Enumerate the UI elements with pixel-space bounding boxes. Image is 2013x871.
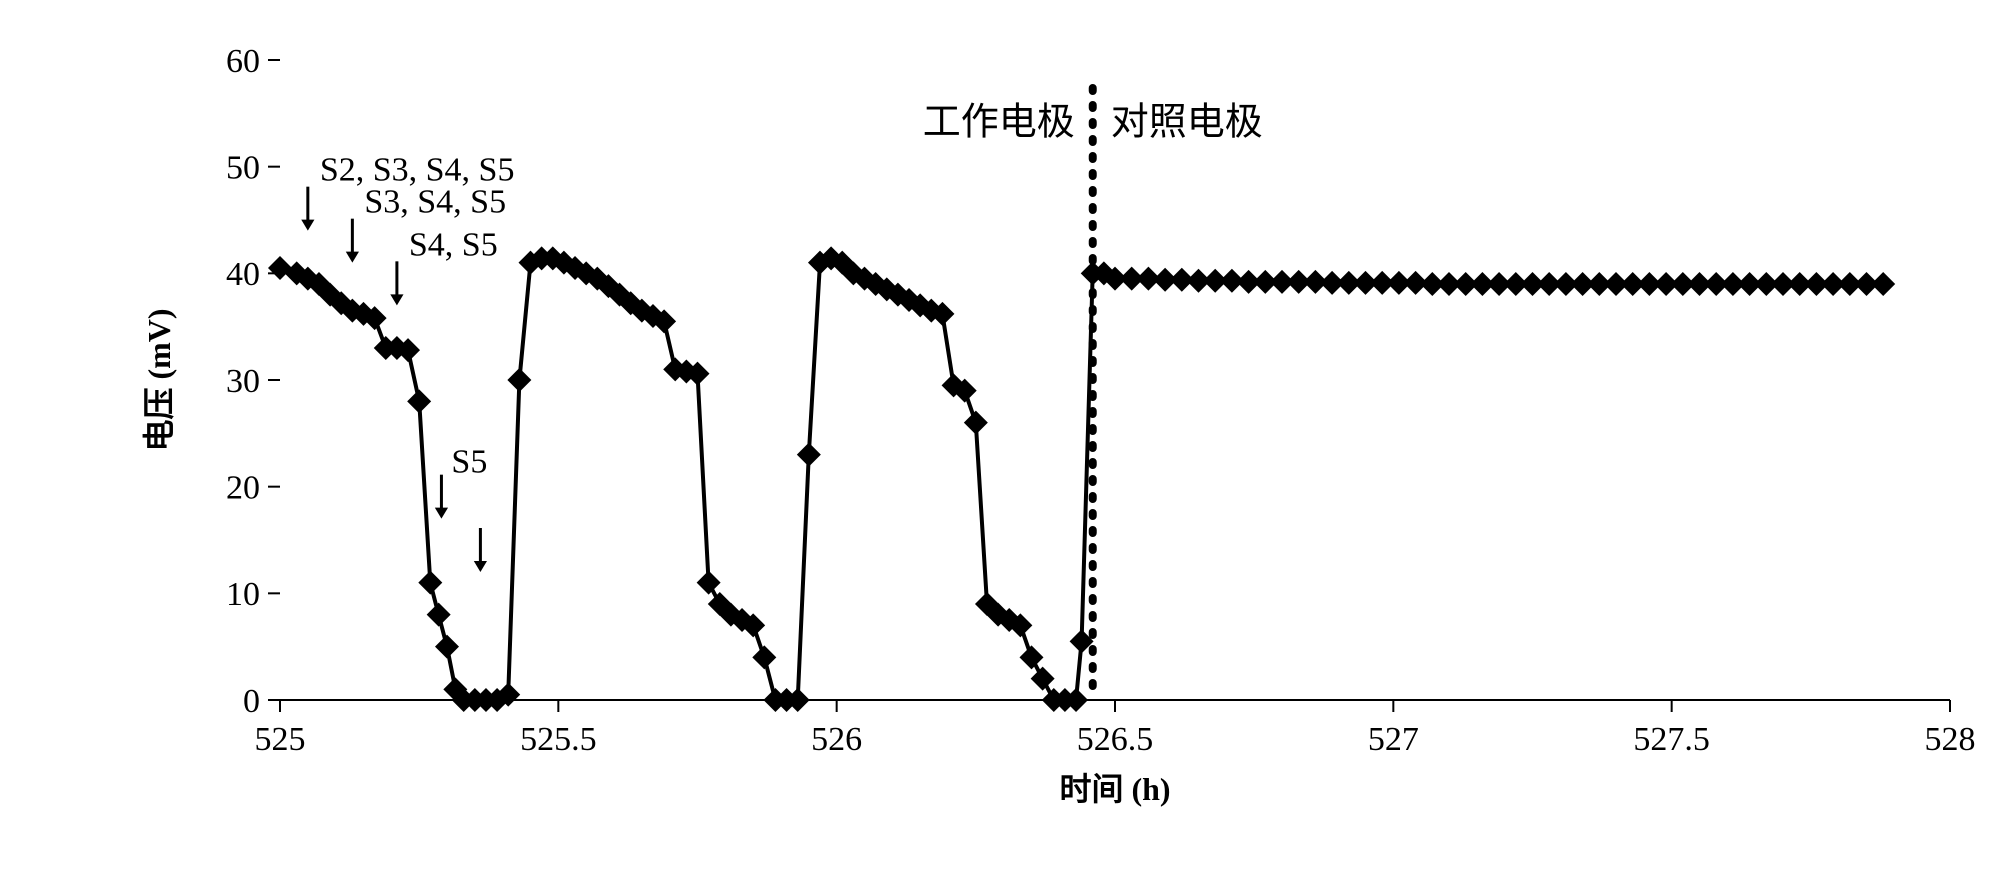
y-tick-label: 40: [226, 256, 260, 293]
data-marker: [418, 571, 442, 595]
data-marker: [1020, 645, 1044, 669]
data-marker: [1031, 667, 1055, 691]
y-tick-label: 50: [226, 150, 260, 187]
x-tick-label: 525.5: [520, 721, 597, 758]
region-label-left: 工作电极: [923, 102, 1075, 144]
data-marker: [435, 635, 459, 659]
x-tick-label: 526: [811, 721, 862, 758]
x-axis-label: 时间 (h): [1059, 771, 1170, 807]
chart-svg: 525 525.5 526 526.5 527 527.5 528 0 10 20 30 40 50 60…: [0, 0, 2013, 871]
arrow-head-icon: [435, 508, 448, 519]
data-marker: [752, 645, 776, 669]
arrow-head-icon: [390, 294, 403, 305]
arrow-head-icon: [474, 561, 487, 572]
data-marker: [407, 389, 431, 413]
y-tick-label: 60: [226, 43, 260, 80]
x-tick-label: 525: [255, 721, 306, 758]
annotation-label: S4, S5: [409, 226, 498, 263]
x-tick-label: 528: [1925, 721, 1976, 758]
data-marker: [1871, 272, 1895, 296]
y-tick-label: 0: [243, 683, 260, 720]
chart-root: 525 525.5 526 526.5 527 527.5 528 0 10 20 30 40 50 60…: [0, 0, 2013, 871]
x-tick-label: 527.5: [1633, 721, 1710, 758]
x-tick-label: 527: [1368, 721, 1419, 758]
y-tick-label: 30: [226, 363, 260, 400]
data-marker: [797, 443, 821, 467]
y-axis-label: 电压 (mV): [141, 308, 177, 451]
annotation-label: S3, S4, S5: [364, 184, 506, 221]
y-tick-label: 10: [226, 576, 260, 613]
data-marker: [964, 411, 988, 435]
arrow-head-icon: [346, 252, 359, 263]
annotation-label: S5: [451, 444, 487, 481]
x-tick-label: 526.5: [1077, 721, 1154, 758]
data-marker: [697, 571, 721, 595]
data-marker: [507, 368, 531, 392]
region-label-right: 对照电极: [1111, 102, 1263, 144]
y-tick-label: 20: [226, 470, 260, 507]
data-marker: [427, 603, 451, 627]
arrow-head-icon: [301, 220, 314, 231]
